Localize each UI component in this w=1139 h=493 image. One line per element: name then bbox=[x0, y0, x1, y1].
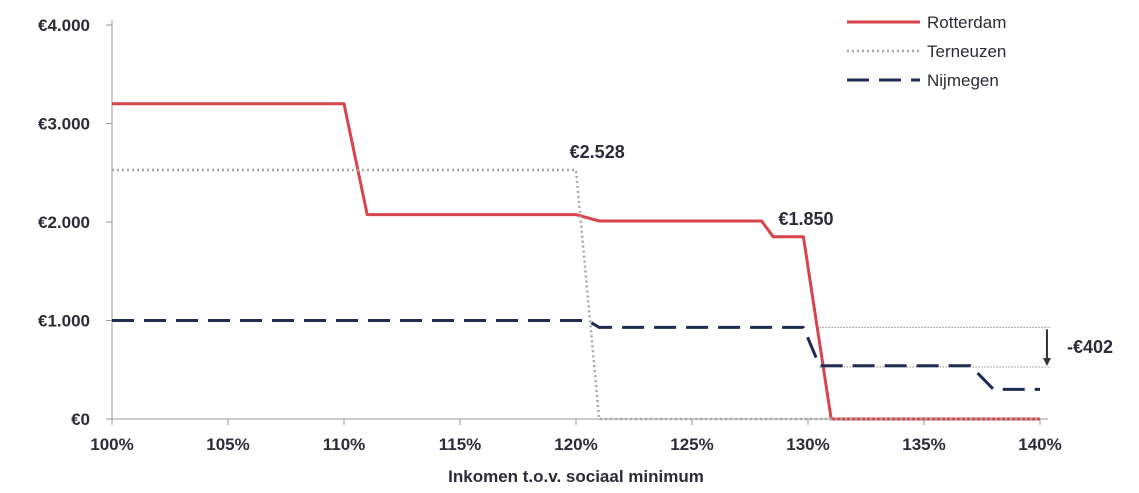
x-tick-label: 110% bbox=[323, 435, 366, 454]
legend: Rotterdam Terneuzen Nijmegen bbox=[847, 13, 1006, 90]
annotations: €2.528 €1.850 -€402 bbox=[570, 142, 1113, 366]
y-tick-label: €0 bbox=[71, 410, 90, 429]
x-tick-label: 115% bbox=[439, 435, 482, 454]
difference-reference-lines bbox=[819, 326, 1051, 368]
chart-axes bbox=[111, 20, 1048, 420]
y-tick-label: €4.000 bbox=[38, 16, 90, 35]
y-tick-label: €1.000 bbox=[38, 312, 90, 331]
series-line-terneuzen bbox=[112, 168, 1040, 421]
x-tick-label: 120% bbox=[554, 435, 597, 454]
x-axis-ticks: 100% 105% 110% 115% 120% 125% 130% 135% 140% bbox=[90, 419, 1062, 454]
series-line-rotterdam bbox=[112, 102, 1040, 421]
x-tick-label: 140% bbox=[1018, 435, 1061, 454]
x-tick-label: 130% bbox=[786, 435, 829, 454]
difference-arrow-head bbox=[1042, 357, 1051, 366]
y-tick-label: €3.000 bbox=[38, 115, 90, 134]
series-lines bbox=[112, 102, 1040, 421]
legend-label-nijmegen: Nijmegen bbox=[927, 71, 999, 90]
value-label: €2.528 bbox=[570, 142, 625, 162]
difference-label: -€402 bbox=[1067, 337, 1113, 357]
y-tick-label: €2.000 bbox=[38, 213, 90, 232]
x-tick-label: 135% bbox=[902, 435, 945, 454]
legend-label-terneuzen: Terneuzen bbox=[927, 42, 1006, 61]
y-axis-ticks: €0 €1.000 €2.000 €3.000 €4.000 bbox=[38, 16, 112, 429]
x-tick-label: 125% bbox=[670, 435, 713, 454]
legend-label-rotterdam: Rotterdam bbox=[927, 13, 1006, 32]
x-axis-title: Inkomen t.o.v. sociaal minimum bbox=[448, 467, 704, 486]
series-line-nijmegen bbox=[112, 319, 1040, 391]
x-tick-label: 105% bbox=[206, 435, 249, 454]
x-tick-label: 100% bbox=[90, 435, 133, 454]
value-label: €1.850 bbox=[778, 209, 833, 229]
